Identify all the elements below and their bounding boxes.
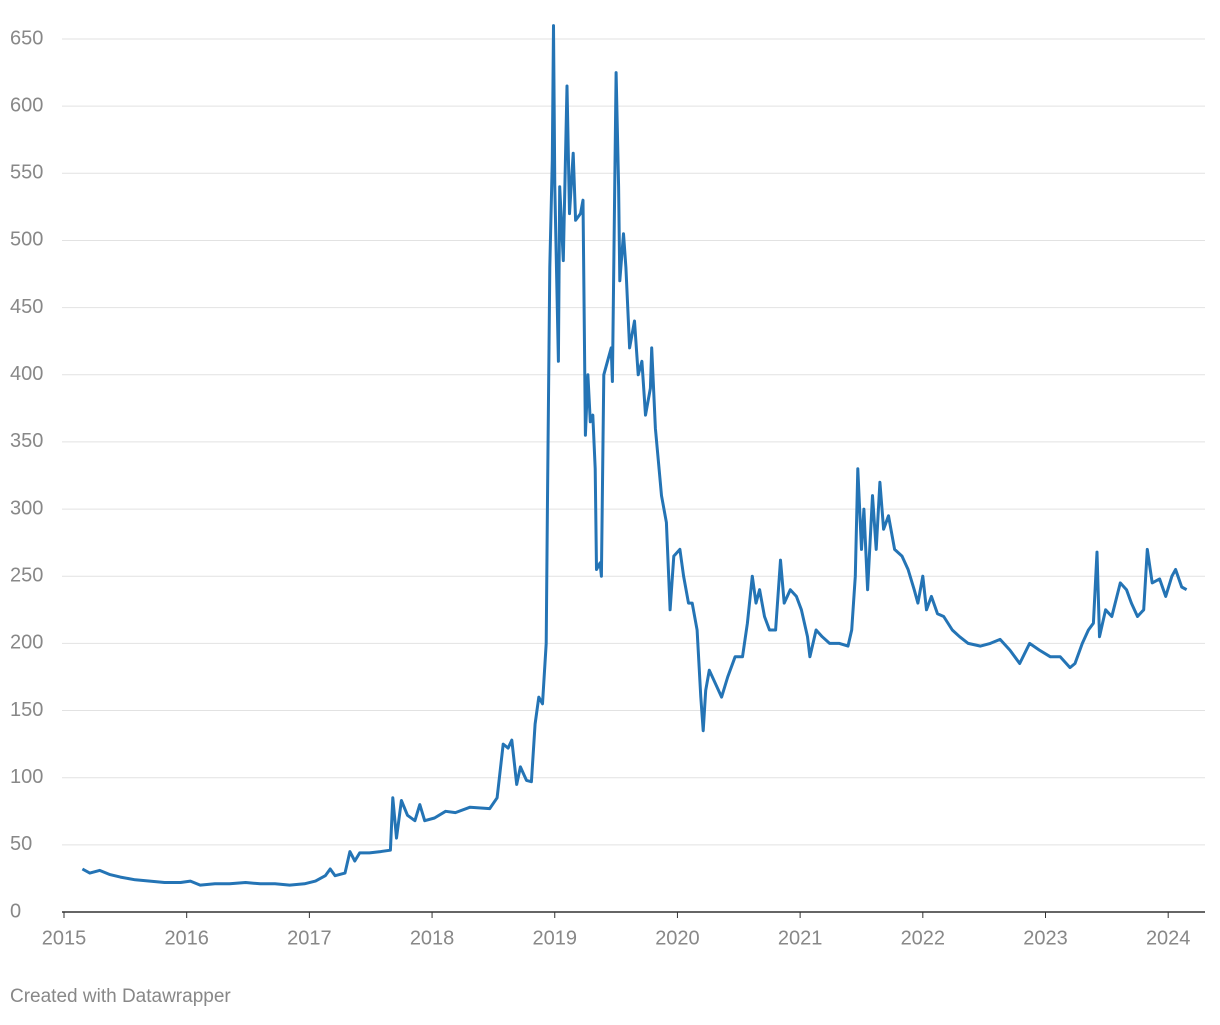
y-tick-label: 550	[10, 162, 43, 184]
y-tick-label: 500	[10, 229, 43, 251]
x-tick-label: 2021	[778, 927, 823, 949]
y-tick-label: 350	[10, 430, 43, 452]
footer: Created with Datawrapper	[10, 986, 231, 1007]
data-line	[81, 24, 1188, 887]
y-tick-label: 100	[10, 766, 43, 788]
x-tick-label: 2019	[533, 927, 578, 949]
x-tick-label: 2024	[1146, 927, 1191, 949]
y-tick-label: 300	[10, 497, 43, 519]
y-tick-label: 250	[10, 565, 43, 587]
y-tick-label: 200	[10, 632, 43, 654]
y-tick-label: 600	[10, 94, 43, 116]
y-tick-label: 650	[10, 27, 43, 49]
x-tick-label: 2020	[655, 927, 700, 949]
x-tick-label: 2015	[42, 927, 87, 949]
y-tick-label: 400	[10, 363, 43, 385]
y-tick-label: 0	[10, 900, 21, 922]
y-tick-label: 50	[10, 833, 32, 855]
y-tick-label: 450	[10, 296, 43, 318]
x-tick-label: 2022	[901, 927, 946, 949]
x-tick-label: 2016	[164, 927, 209, 949]
x-tick-label: 2017	[287, 927, 332, 949]
y-tick-label: 150	[10, 699, 43, 721]
x-tick-label: 2018	[410, 927, 455, 949]
x-tick-label: 2023	[1023, 927, 1068, 949]
